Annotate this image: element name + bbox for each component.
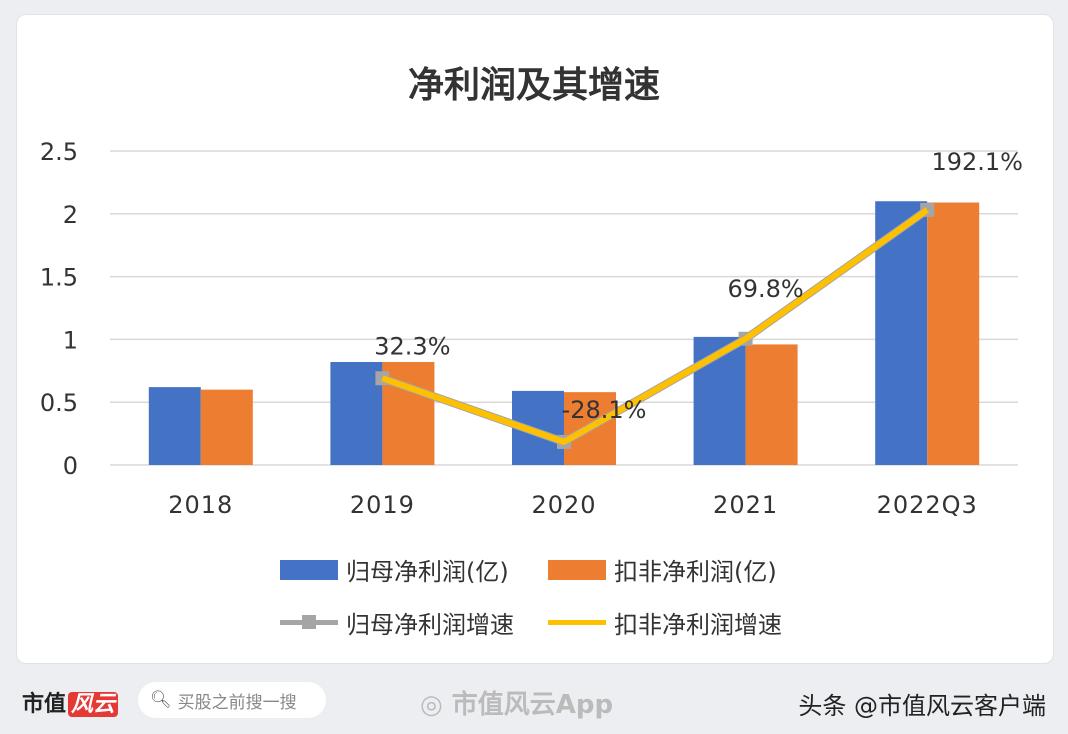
x-tick-label: 2019 xyxy=(350,491,415,519)
bar-1-2022Q3 xyxy=(927,202,980,465)
source-credit: 头条 @市值风云客户端 xyxy=(798,692,1046,720)
x-tick-label: 2018 xyxy=(168,491,233,519)
legend-item-3: 扣非净利润增速 xyxy=(548,605,782,640)
weibo-icon: ◎ xyxy=(420,690,452,720)
legend-label: 归母净利润增速 xyxy=(346,611,514,639)
bar-0-2018 xyxy=(148,387,201,465)
data-label: -28.1% xyxy=(562,396,647,424)
legend-line-swatch xyxy=(280,615,338,629)
legend-item-2: 归母净利润增速 xyxy=(280,605,514,640)
footer: 市值 风云 🔍︎ 买股之前搜一搜 ◎ 市值风云App 头条 @市值风云客户端 xyxy=(0,680,1068,720)
y-tick-label: 1 xyxy=(63,326,78,354)
legend-label: 扣非净利润(亿) xyxy=(614,558,777,586)
bar-0-2019 xyxy=(330,362,383,465)
y-tick-label: 1.5 xyxy=(40,264,78,292)
bar-1-2018 xyxy=(200,389,253,465)
bar-0-2021 xyxy=(693,336,746,465)
data-label: 69.8% xyxy=(727,275,803,303)
legend-label: 扣非净利润增速 xyxy=(614,611,782,639)
brand-logo: 市值 风云 xyxy=(22,686,119,718)
legend-item-0: 归母净利润(亿) xyxy=(280,552,509,587)
legend-swatch xyxy=(548,559,606,580)
legend-item-1: 扣非净利润(亿) xyxy=(548,552,777,587)
bar-1-2021 xyxy=(745,344,798,465)
legend-swatch xyxy=(280,559,338,580)
search-box[interactable]: 🔍︎ 买股之前搜一搜 xyxy=(138,682,326,718)
chart-title: 净利润及其增速 xyxy=(407,65,660,106)
y-tick-label: 2.5 xyxy=(40,138,78,166)
search-icon: 🔍︎ xyxy=(150,690,172,710)
y-tick-label: 0 xyxy=(63,452,78,480)
x-tick-label: 2022Q3 xyxy=(877,491,978,519)
legend-line-swatch xyxy=(548,620,606,625)
x-tick-label: 2020 xyxy=(531,491,596,519)
y-tick-label: 0.5 xyxy=(40,389,78,417)
data-label: 192.1% xyxy=(931,148,1023,176)
line-1 xyxy=(381,207,929,445)
legend-label: 归母净利润(亿) xyxy=(346,558,509,586)
weibo-watermark: ◎ 市值风云App xyxy=(420,690,614,720)
x-tick-label: 2021 xyxy=(713,491,778,519)
data-label: 32.3% xyxy=(374,332,450,360)
y-tick-label: 2 xyxy=(63,201,78,229)
